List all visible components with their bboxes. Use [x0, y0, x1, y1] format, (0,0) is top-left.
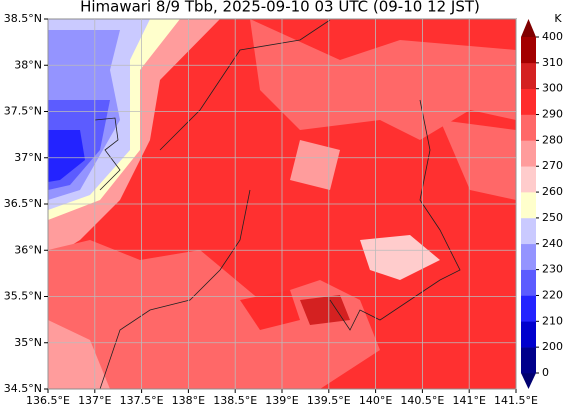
colorbar-bin [521, 295, 536, 322]
colorbar-label: 240 [542, 237, 563, 250]
colorbar-label: 310 [542, 56, 563, 69]
x-tick-label: 137°E [78, 394, 111, 407]
y-tick-label: 36.5°N [4, 197, 42, 210]
colorbar-bin [521, 192, 536, 219]
y-tick-label: 38°N [14, 58, 42, 71]
colorbar-bin [521, 166, 536, 193]
colorbar-label: 290 [542, 108, 563, 121]
colorbar-bin [521, 114, 536, 141]
colorbar-label: 270 [542, 159, 563, 172]
colorbar-unit: K [554, 12, 562, 25]
x-tick-label: 140°E [359, 394, 392, 407]
x-tick-label: 138.5°E [213, 394, 257, 407]
y-tick-label: 35.5°N [4, 290, 42, 303]
colorbar-bin [521, 88, 536, 115]
colorbar-label: 400 [542, 30, 563, 43]
x-tick-label: 136.5°E [26, 394, 70, 407]
colorbar-label: 230 [542, 263, 563, 276]
map-title: Himawari 8/9 Tbb, 2025-09-10 03 UTC (09-… [80, 0, 480, 16]
y-tick-label: 34.5°N [4, 382, 42, 395]
x-tick-label: 138°E [172, 394, 205, 407]
colorbar-label: 280 [542, 133, 563, 146]
colorbar-label: 260 [542, 185, 563, 198]
colorbar-bin [521, 321, 536, 348]
x-tick-label: 139.5°E [307, 394, 351, 407]
colorbar-extend-under [521, 373, 536, 389]
colorbar-bin [521, 217, 536, 245]
x-tick-label: 139°E [265, 394, 298, 407]
x-tick-label: 141°E [452, 394, 485, 407]
colorbar-bin [521, 62, 536, 89]
colorbar-bin [521, 140, 536, 167]
colorbar-bin [521, 347, 536, 374]
colorbar-extend-over [521, 19, 536, 37]
colorbar-label: 220 [542, 288, 563, 301]
colorbar-label: 0 [542, 366, 549, 379]
colorbar-bin [521, 37, 536, 64]
colorbar-bin [521, 243, 536, 270]
colorbar-label: 300 [542, 82, 563, 95]
colorbar-label: 200 [542, 340, 563, 353]
colorbar-label: 210 [542, 314, 563, 327]
y-tick-label: 37°N [14, 151, 42, 164]
y-tick-label: 35°N [14, 336, 42, 349]
x-tick-label: 137.5°E [120, 394, 164, 407]
colorbar-bin [521, 269, 536, 296]
colorbar-label: 250 [542, 211, 563, 224]
y-tick-label: 36°N [14, 243, 42, 256]
y-tick-label: 38.5°N [4, 12, 42, 25]
x-tick-label: 140.5°E [400, 394, 444, 407]
y-tick-label: 37.5°N [4, 105, 42, 118]
x-tick-label: 141.5°E [494, 394, 538, 407]
